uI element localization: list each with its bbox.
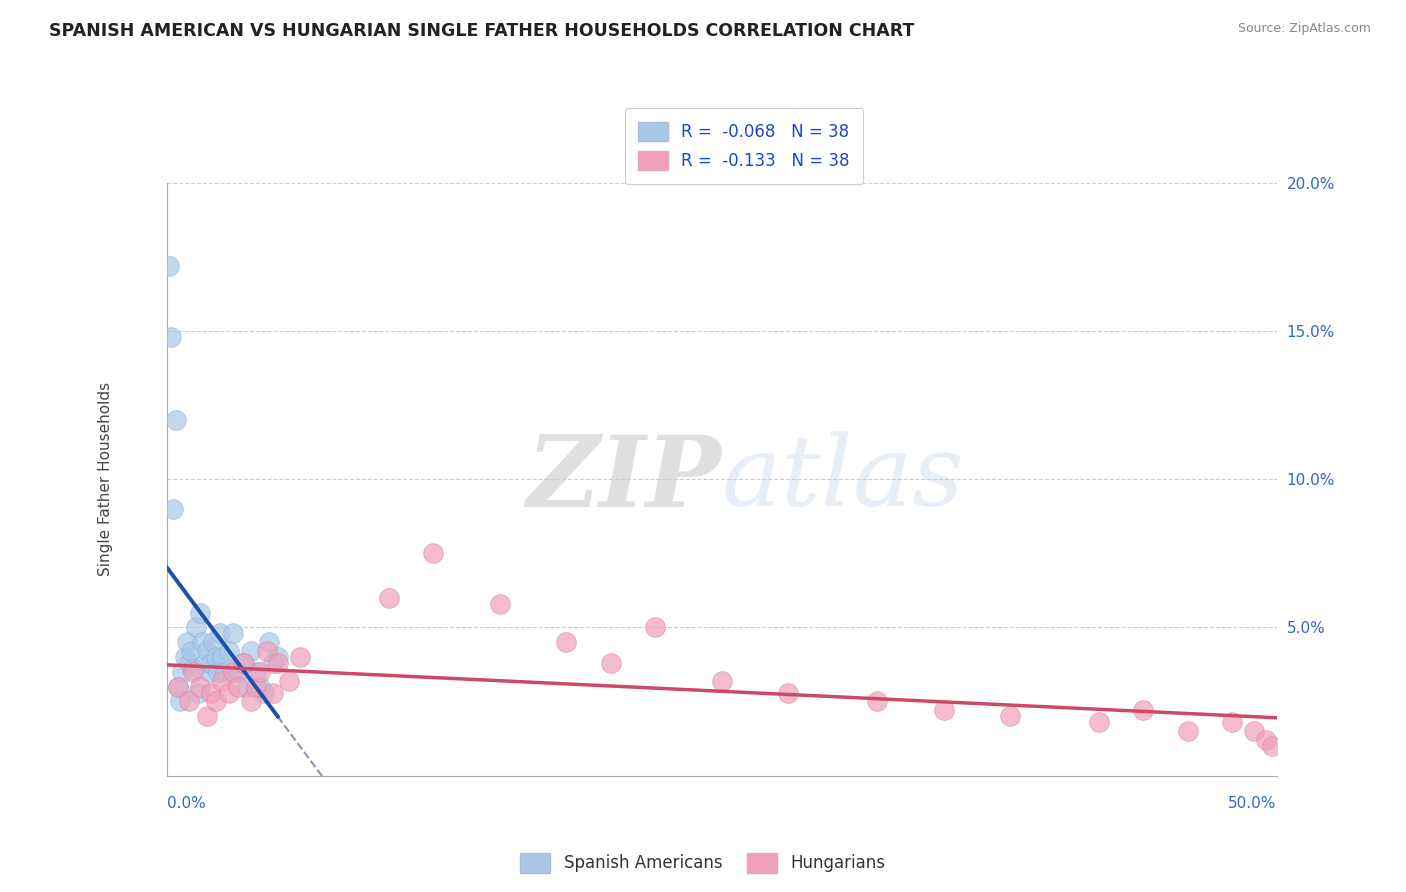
Point <box>866 694 889 708</box>
Point <box>211 650 233 665</box>
Point <box>209 626 232 640</box>
Point <box>249 680 271 694</box>
Point <box>183 662 205 676</box>
Point <box>378 591 401 605</box>
Point <box>187 685 209 699</box>
Text: atlas: atlas <box>721 432 965 527</box>
Point <box>267 656 290 670</box>
Point <box>176 635 198 649</box>
Legend: R =  -0.068   N = 38, R =  -0.133   N = 38: R = -0.068 N = 38, R = -0.133 N = 38 <box>624 109 863 184</box>
Point <box>226 665 249 679</box>
Text: Single Father Households: Single Father Households <box>98 383 114 576</box>
Point <box>172 665 194 679</box>
Point <box>188 606 211 620</box>
Text: 0.0%: 0.0% <box>167 797 205 811</box>
Point <box>262 656 284 670</box>
Text: ZIP: ZIP <box>527 431 721 527</box>
Point <box>262 685 284 699</box>
Point <box>233 656 256 670</box>
Point <box>188 680 211 694</box>
Point <box>204 694 226 708</box>
Point <box>162 502 184 516</box>
Point <box>1220 715 1243 730</box>
Point <box>555 635 578 649</box>
Point <box>644 620 666 634</box>
Point <box>249 665 271 679</box>
Point <box>184 620 207 634</box>
Point <box>167 680 190 694</box>
Point <box>167 680 190 694</box>
Point <box>932 703 955 717</box>
Point <box>157 259 180 273</box>
Point <box>235 680 257 694</box>
Point <box>160 330 183 344</box>
Point <box>218 685 240 699</box>
Point <box>1254 733 1277 747</box>
Point <box>218 644 240 658</box>
Point <box>195 709 218 723</box>
Point <box>267 650 290 665</box>
Point <box>1243 724 1265 739</box>
Point <box>1088 715 1111 730</box>
Point <box>1000 709 1022 723</box>
Point <box>245 680 267 694</box>
Point <box>200 656 222 670</box>
Point <box>253 685 276 699</box>
Point <box>165 413 187 427</box>
Point <box>222 665 245 679</box>
Point <box>200 685 222 699</box>
Point <box>183 665 205 679</box>
Point <box>193 656 215 670</box>
Text: Source: ZipAtlas.com: Source: ZipAtlas.com <box>1237 22 1371 36</box>
Point <box>207 665 229 679</box>
Point <box>180 644 202 658</box>
Point <box>277 673 299 688</box>
Point <box>710 673 733 688</box>
Point <box>202 635 225 649</box>
Point <box>488 597 510 611</box>
Point <box>191 635 214 649</box>
Point <box>1132 703 1154 717</box>
Point <box>177 694 200 708</box>
Point <box>214 665 236 679</box>
Point <box>231 656 253 670</box>
Point <box>169 694 191 708</box>
Point <box>240 644 263 658</box>
Legend: Spanish Americans, Hungarians: Spanish Americans, Hungarians <box>513 847 893 880</box>
Point <box>288 650 311 665</box>
Point <box>226 680 249 694</box>
Text: 50.0%: 50.0% <box>1229 797 1277 811</box>
Point <box>204 650 226 665</box>
Point <box>211 673 233 688</box>
Point <box>422 546 444 560</box>
Point <box>198 665 221 679</box>
Point <box>222 626 245 640</box>
Text: SPANISH AMERICAN VS HUNGARIAN SINGLE FATHER HOUSEHOLDS CORRELATION CHART: SPANISH AMERICAN VS HUNGARIAN SINGLE FAT… <box>49 22 914 40</box>
Point <box>256 644 278 658</box>
Point <box>173 650 195 665</box>
Point <box>195 644 218 658</box>
Point <box>778 685 800 699</box>
Point <box>245 665 267 679</box>
Point <box>1261 739 1284 753</box>
Point <box>240 694 263 708</box>
Point <box>1177 724 1199 739</box>
Point <box>177 656 200 670</box>
Point <box>599 656 621 670</box>
Point <box>257 635 280 649</box>
